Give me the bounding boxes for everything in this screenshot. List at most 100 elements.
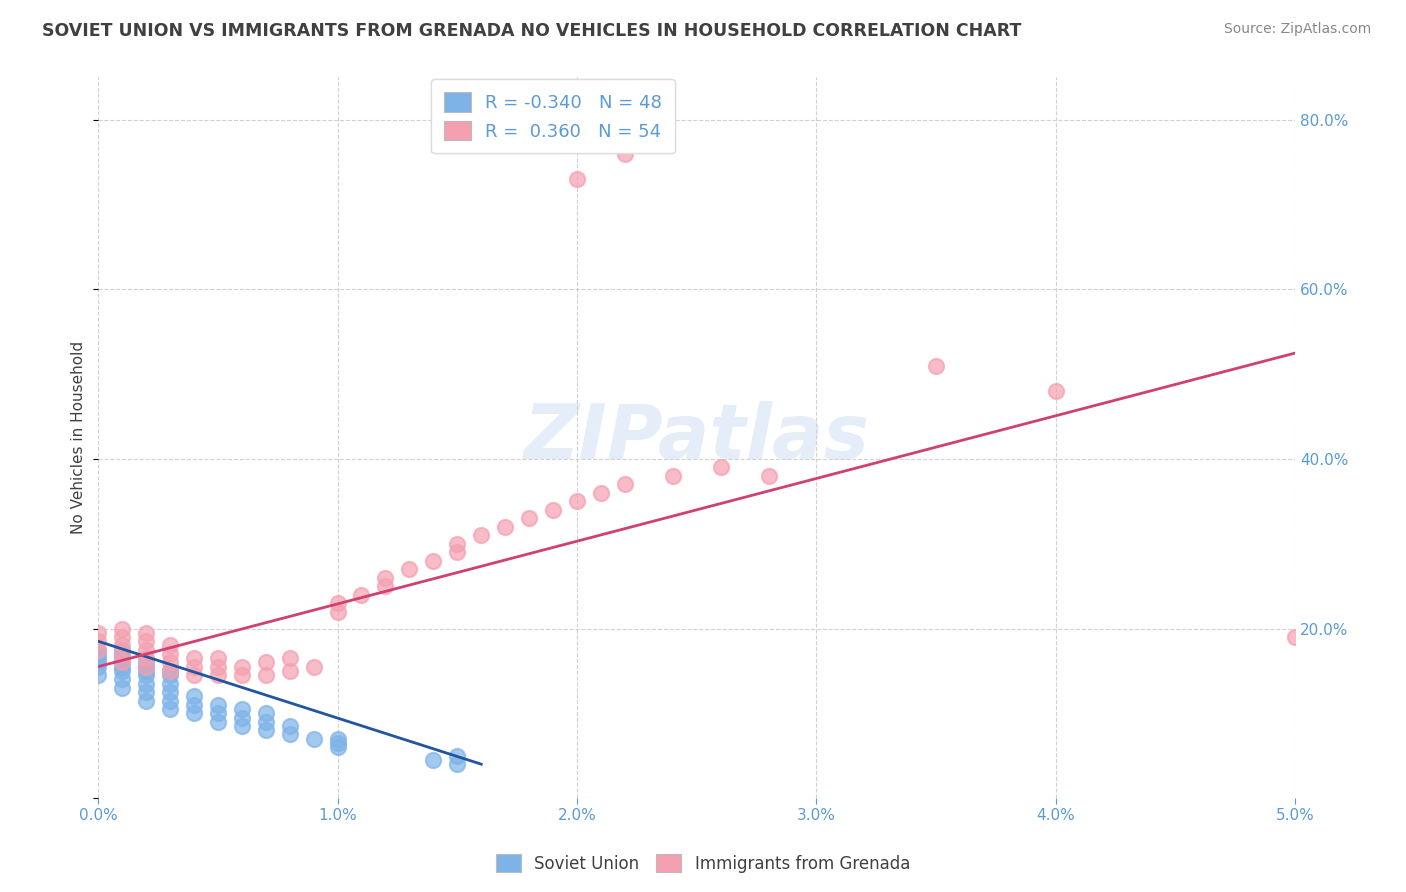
- Point: [111, 673, 134, 687]
- Point: [326, 596, 349, 610]
- Point: [135, 656, 157, 670]
- Point: [111, 622, 134, 636]
- Point: [207, 706, 229, 721]
- Text: ZIPatlas: ZIPatlas: [524, 401, 870, 475]
- Point: [159, 685, 181, 699]
- Point: [159, 702, 181, 716]
- Point: [159, 664, 181, 678]
- Legend: Soviet Union, Immigrants from Grenada: Soviet Union, Immigrants from Grenada: [489, 847, 917, 880]
- Point: [254, 706, 277, 721]
- Point: [183, 659, 205, 673]
- Point: [326, 736, 349, 750]
- Point: [278, 651, 301, 665]
- Point: [87, 668, 110, 682]
- Point: [111, 656, 134, 670]
- Point: [350, 588, 373, 602]
- Point: [925, 359, 948, 373]
- Point: [613, 477, 636, 491]
- Point: [111, 651, 134, 665]
- Point: [87, 659, 110, 673]
- Point: [231, 719, 253, 733]
- Point: [302, 731, 325, 746]
- Point: [302, 659, 325, 673]
- Point: [254, 714, 277, 729]
- Point: [517, 511, 540, 525]
- Point: [111, 659, 134, 673]
- Point: [374, 579, 396, 593]
- Point: [278, 664, 301, 678]
- Point: [135, 625, 157, 640]
- Point: [135, 642, 157, 657]
- Text: SOVIET UNION VS IMMIGRANTS FROM GRENADA NO VEHICLES IN HOUSEHOLD CORRELATION CHA: SOVIET UNION VS IMMIGRANTS FROM GRENADA …: [42, 22, 1022, 40]
- Point: [111, 630, 134, 644]
- Point: [446, 545, 468, 559]
- Point: [758, 469, 780, 483]
- Point: [254, 723, 277, 738]
- Point: [135, 659, 157, 673]
- Point: [135, 651, 157, 665]
- Point: [183, 690, 205, 704]
- Point: [231, 659, 253, 673]
- Point: [231, 668, 253, 682]
- Point: [207, 651, 229, 665]
- Point: [87, 634, 110, 648]
- Point: [278, 719, 301, 733]
- Point: [111, 656, 134, 670]
- Point: [398, 562, 420, 576]
- Point: [613, 146, 636, 161]
- Point: [159, 664, 181, 678]
- Point: [231, 702, 253, 716]
- Point: [589, 486, 612, 500]
- Point: [207, 659, 229, 673]
- Point: [1045, 384, 1067, 398]
- Point: [470, 528, 492, 542]
- Point: [135, 685, 157, 699]
- Point: [135, 659, 157, 673]
- Point: [183, 698, 205, 712]
- Point: [254, 668, 277, 682]
- Point: [207, 668, 229, 682]
- Point: [159, 647, 181, 661]
- Point: [326, 740, 349, 755]
- Point: [159, 656, 181, 670]
- Point: [159, 676, 181, 690]
- Point: [207, 698, 229, 712]
- Point: [446, 537, 468, 551]
- Point: [565, 172, 588, 186]
- Point: [159, 639, 181, 653]
- Y-axis label: No Vehicles in Household: No Vehicles in Household: [72, 341, 86, 534]
- Point: [326, 605, 349, 619]
- Point: [87, 651, 110, 665]
- Point: [541, 503, 564, 517]
- Point: [111, 642, 134, 657]
- Point: [662, 469, 685, 483]
- Point: [159, 668, 181, 682]
- Point: [135, 668, 157, 682]
- Point: [111, 664, 134, 678]
- Point: [494, 520, 516, 534]
- Point: [111, 639, 134, 653]
- Point: [135, 634, 157, 648]
- Point: [87, 642, 110, 657]
- Point: [565, 494, 588, 508]
- Legend: R = -0.340   N = 48, R =  0.360   N = 54: R = -0.340 N = 48, R = 0.360 N = 54: [432, 79, 675, 153]
- Point: [207, 714, 229, 729]
- Point: [135, 664, 157, 678]
- Point: [87, 642, 110, 657]
- Point: [111, 647, 134, 661]
- Point: [422, 554, 444, 568]
- Point: [87, 625, 110, 640]
- Point: [87, 656, 110, 670]
- Point: [422, 753, 444, 767]
- Point: [374, 571, 396, 585]
- Text: Source: ZipAtlas.com: Source: ZipAtlas.com: [1223, 22, 1371, 37]
- Point: [135, 693, 157, 707]
- Point: [278, 727, 301, 741]
- Point: [446, 748, 468, 763]
- Point: [446, 757, 468, 772]
- Point: [159, 693, 181, 707]
- Point: [111, 647, 134, 661]
- Point: [87, 647, 110, 661]
- Point: [111, 681, 134, 695]
- Point: [183, 668, 205, 682]
